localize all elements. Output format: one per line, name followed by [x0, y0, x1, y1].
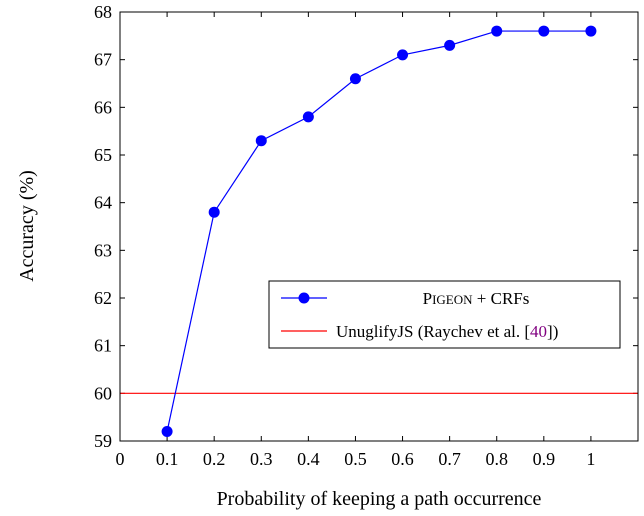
legend-box — [268, 280, 621, 349]
x-tick-label: 0.8 — [485, 449, 508, 469]
pigeon-crfs-point — [538, 25, 550, 37]
series-layer — [161, 25, 597, 437]
x-tick-label: 0.3 — [250, 449, 273, 469]
x-tick-label: 0.6 — [391, 449, 414, 469]
x-tick-label: 0.1 — [156, 449, 179, 469]
y-tick-label: 62 — [94, 288, 112, 308]
y-tick-label: 65 — [94, 145, 112, 165]
pigeon-crfs-line — [166, 30, 591, 432]
y-tick-label: 68 — [94, 2, 112, 22]
pigeon-crfs-point — [161, 425, 173, 437]
x-axis-title: Probability of keeping a path occurrence — [217, 488, 542, 510]
y-axis-title: Accuracy (%) — [16, 170, 38, 282]
legend-label-pigeon: PIGEON + CRFs — [423, 289, 530, 308]
y-tick-label: 61 — [94, 336, 112, 356]
pigeon-crfs-point — [255, 135, 267, 147]
x-tick-label: 0 — [116, 449, 125, 469]
x-tick-label: 0.2 — [203, 449, 226, 469]
pigeon-crfs-point — [302, 111, 314, 123]
x-tick-label: 0.9 — [533, 449, 556, 469]
pigeon-crfs-point — [397, 49, 409, 61]
pigeon-crfs-point — [208, 206, 220, 218]
plot-frame — [119, 11, 639, 442]
x-tick-label: 0.4 — [297, 449, 320, 469]
ticks-layer: 0 0.1 0.2 0.3 0.4 0.5 0.6 0.7 0.8 0.9 1 59 60 61 62 63 6… — [94, 2, 638, 469]
legend-label-unuglifyjs: UnuglifyJS (Raychev et al. [40]) — [336, 322, 558, 341]
y-tick-label: 63 — [94, 240, 112, 260]
x-tick-label: 1 — [586, 449, 595, 469]
pigeon-crfs-point — [444, 39, 456, 51]
legend-swatch-pigeon-marker — [298, 292, 310, 304]
x-tick-label: 0.5 — [344, 449, 367, 469]
y-tick-label: 67 — [94, 50, 112, 70]
y-tick-label: 60 — [94, 383, 112, 403]
legend: PIGEON + CRFs UnuglifyJS (Raychev et al.… — [268, 280, 621, 349]
pigeon-crfs-point — [349, 73, 361, 85]
pigeon-crfs-point — [585, 25, 597, 37]
y-tick-label: 64 — [94, 193, 112, 213]
pigeon-crfs-point — [491, 25, 503, 37]
x-tick-label: 0.7 — [438, 449, 461, 469]
y-tick-label: 59 — [94, 431, 112, 451]
y-tick-label: 66 — [94, 97, 112, 117]
